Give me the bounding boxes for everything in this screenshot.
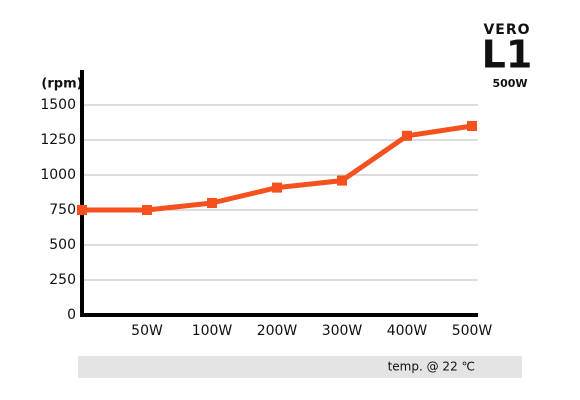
y-tick-label: 750 [49, 202, 76, 218]
x-tick-label: 400W [387, 323, 428, 339]
data-point [402, 130, 412, 141]
y-tick-label: 250 [49, 272, 76, 288]
y-tick-label: 500 [49, 237, 76, 253]
x-tick-label: 200W [257, 323, 298, 339]
data-point [467, 121, 477, 131]
data-line [82, 123, 473, 213]
data-point [337, 175, 347, 186]
logo-brand: VERO [483, 22, 530, 38]
data-point [207, 198, 217, 208]
y-axis-label: (rpm) [41, 77, 82, 92]
x-tick-label: 100W [192, 323, 233, 339]
x-tick-label: 300W [322, 323, 363, 339]
footer-bar [78, 356, 522, 378]
data-point [77, 205, 87, 215]
data-point [272, 182, 282, 193]
y-tick-label: 1250 [40, 132, 76, 148]
x-tick-label: 500W [452, 323, 493, 339]
logo-wattage: 500W [492, 77, 527, 90]
logo-model: L1 [482, 33, 533, 77]
footnote: temp. @ 22 ℃ [388, 360, 475, 374]
y-tick-label: 1000 [40, 167, 76, 183]
y-tick-label: 1500 [40, 97, 76, 113]
data-point [142, 205, 152, 215]
x-tick-label: 50W [131, 323, 163, 339]
y-tick-label: 0 [67, 307, 76, 323]
